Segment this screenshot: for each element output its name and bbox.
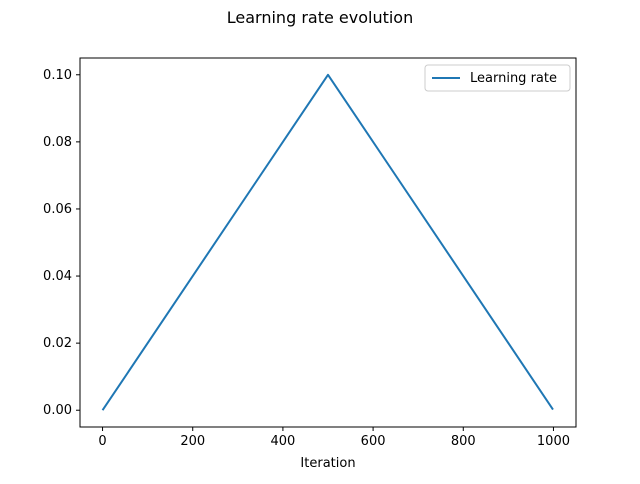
y-tick-label: 0.06 <box>43 202 72 217</box>
series-layer <box>101 73 554 411</box>
x-tick-label: 0 <box>98 434 106 449</box>
y-axis-ticks: 0.00 0.02 0.04 0.06 0.08 0.10 <box>43 68 80 418</box>
y-tick-label: 0.08 <box>43 135 72 150</box>
plot-frame <box>79 57 577 428</box>
x-tick-label: 600 <box>361 434 386 449</box>
x-tick-label: 400 <box>270 434 295 449</box>
legend-box <box>424 64 571 92</box>
y-tick-label: 0.10 <box>43 68 72 83</box>
chart-title: Learning rate evolution <box>227 8 413 27</box>
x-axis-label: Iteration <box>300 456 355 471</box>
y-tick-label: 0.04 <box>43 269 72 284</box>
y-tick-label: 0.02 <box>43 336 72 351</box>
y-tick-label: 0.00 <box>43 403 72 418</box>
legend-label: Learning rate <box>470 71 557 86</box>
x-axis-ticks: 0 200 400 600 800 1000 <box>98 427 570 449</box>
x-tick-label: 200 <box>180 434 205 449</box>
plot-area <box>80 58 576 427</box>
series-line-learning-rate <box>101 73 554 411</box>
x-tick-label: 800 <box>451 434 476 449</box>
legend: Learning rate <box>424 64 571 92</box>
x-tick-label: 1000 <box>537 434 570 449</box>
